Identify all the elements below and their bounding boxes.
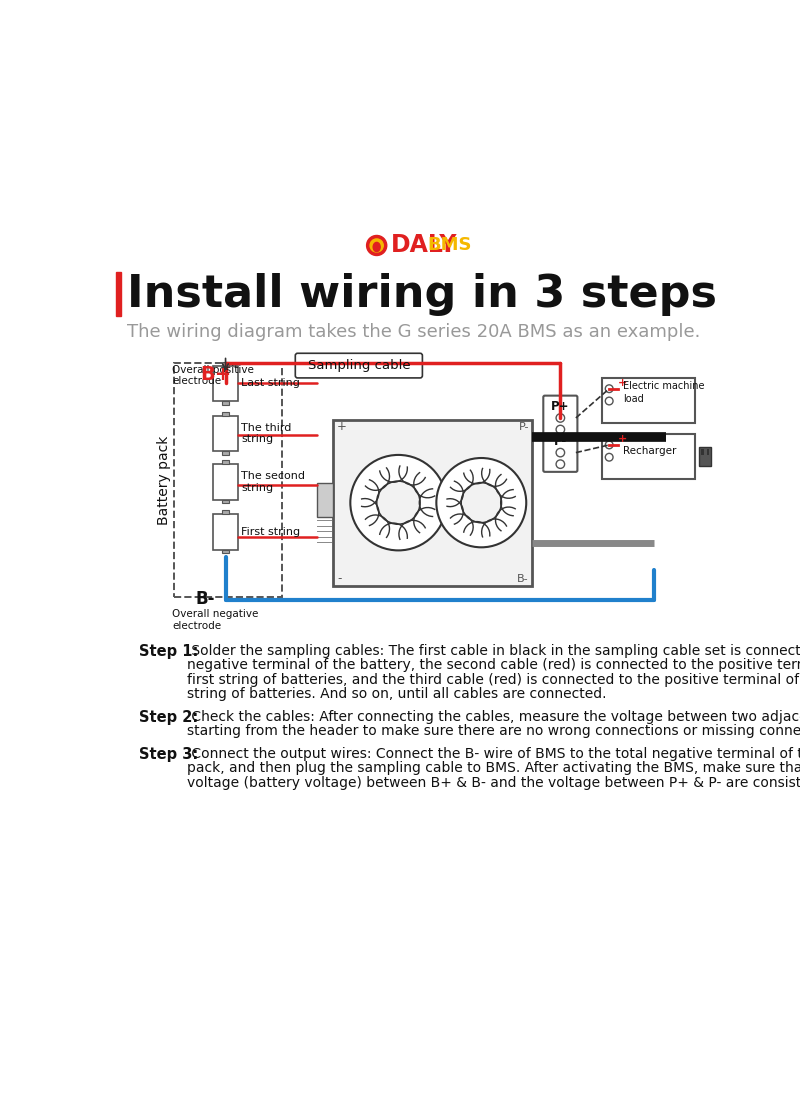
Text: negative terminal of the battery, the second cable (red) is connected to the pos: negative terminal of the battery, the se…	[187, 659, 800, 672]
Text: The wiring diagram takes the G series 20A BMS as an example.: The wiring diagram takes the G series 20…	[127, 322, 701, 341]
Bar	[602, 434, 695, 479]
Ellipse shape	[373, 242, 380, 252]
Circle shape	[377, 481, 420, 524]
Bar	[222, 362, 229, 366]
Text: Last string: Last string	[241, 378, 300, 388]
Bar	[222, 511, 229, 514]
Text: voltage (battery voltage) between B+ & B- and the voltage between P+ & P- are co: voltage (battery voltage) between B+ & B…	[187, 776, 800, 790]
Text: B+: B+	[201, 365, 232, 384]
Text: -: -	[337, 572, 342, 585]
Text: DALY: DALY	[390, 233, 457, 258]
Bar	[333, 420, 533, 586]
Text: Electric machine: Electric machine	[623, 380, 705, 390]
Text: +: +	[618, 378, 627, 388]
Text: +: +	[618, 434, 627, 444]
FancyBboxPatch shape	[295, 353, 422, 378]
Ellipse shape	[366, 236, 386, 255]
Bar	[213, 415, 238, 452]
Text: string of batteries. And so on, until all cables are connected.: string of batteries. And so on, until al…	[187, 687, 606, 701]
Circle shape	[606, 441, 613, 448]
Text: Step 3:: Step 3:	[138, 746, 198, 762]
Circle shape	[556, 413, 565, 422]
Text: Recharger: Recharger	[623, 446, 677, 456]
Bar	[222, 401, 229, 404]
Text: Solder the sampling cables: The first cable in black in the sampling cable set i: Solder the sampling cables: The first ca…	[187, 643, 800, 658]
Text: The third
string: The third string	[241, 423, 291, 444]
Text: pack, and then plug the sampling cable to BMS. After activating the BMS, make su: pack, and then plug the sampling cable t…	[187, 762, 800, 775]
Bar	[222, 460, 229, 465]
Text: BMS: BMS	[428, 237, 472, 254]
Text: P+: P+	[551, 400, 570, 413]
Bar	[222, 412, 229, 415]
Text: Step 1:: Step 1:	[138, 643, 198, 659]
Text: first string of batteries, and the third cable (red) is connected to the positiv: first string of batteries, and the third…	[187, 673, 800, 687]
Bar	[174, 363, 282, 597]
Circle shape	[606, 454, 613, 461]
Bar	[707, 448, 709, 455]
Ellipse shape	[370, 239, 383, 252]
Circle shape	[461, 482, 502, 523]
Bar	[699, 447, 711, 466]
Text: Overall negative
electrode: Overall negative electrode	[172, 609, 258, 630]
Bar	[222, 452, 229, 455]
Text: B-: B-	[195, 590, 215, 608]
Bar	[213, 514, 238, 549]
Text: P-: P-	[554, 434, 567, 447]
Text: The second
string: The second string	[241, 471, 305, 493]
Text: Battery pack: Battery pack	[158, 435, 171, 525]
Circle shape	[436, 458, 526, 547]
Text: load: load	[623, 395, 644, 404]
Text: +: +	[337, 420, 347, 433]
Bar	[115, 272, 121, 317]
Text: Check the cables: After connecting the cables, measure the voltage between two a: Check the cables: After connecting the c…	[187, 710, 800, 723]
Circle shape	[350, 455, 446, 550]
Circle shape	[556, 460, 565, 468]
Text: starting from the header to make sure there are no wrong connections or missing : starting from the header to make sure th…	[187, 724, 800, 739]
Bar	[317, 482, 333, 516]
Text: Sampling cable: Sampling cable	[307, 359, 410, 373]
Circle shape	[606, 397, 613, 404]
Text: First string: First string	[241, 527, 300, 537]
Bar	[213, 366, 238, 401]
Text: B-: B-	[517, 574, 529, 584]
Text: Install wiring in 3 steps: Install wiring in 3 steps	[127, 273, 717, 317]
Circle shape	[556, 448, 565, 457]
Bar	[702, 448, 704, 455]
Circle shape	[606, 385, 613, 392]
Bar	[222, 500, 229, 503]
Bar	[602, 378, 695, 423]
Text: Overall positive
electrode: Overall positive electrode	[172, 365, 254, 387]
Bar	[213, 465, 238, 500]
Text: P-: P-	[518, 422, 529, 432]
FancyBboxPatch shape	[543, 396, 578, 472]
Text: Connect the output wires: Connect the B- wire of BMS to the total negative termi: Connect the output wires: Connect the B-…	[187, 746, 800, 761]
Text: Step 2:: Step 2:	[138, 710, 198, 724]
Bar	[222, 549, 229, 553]
Circle shape	[556, 425, 565, 434]
